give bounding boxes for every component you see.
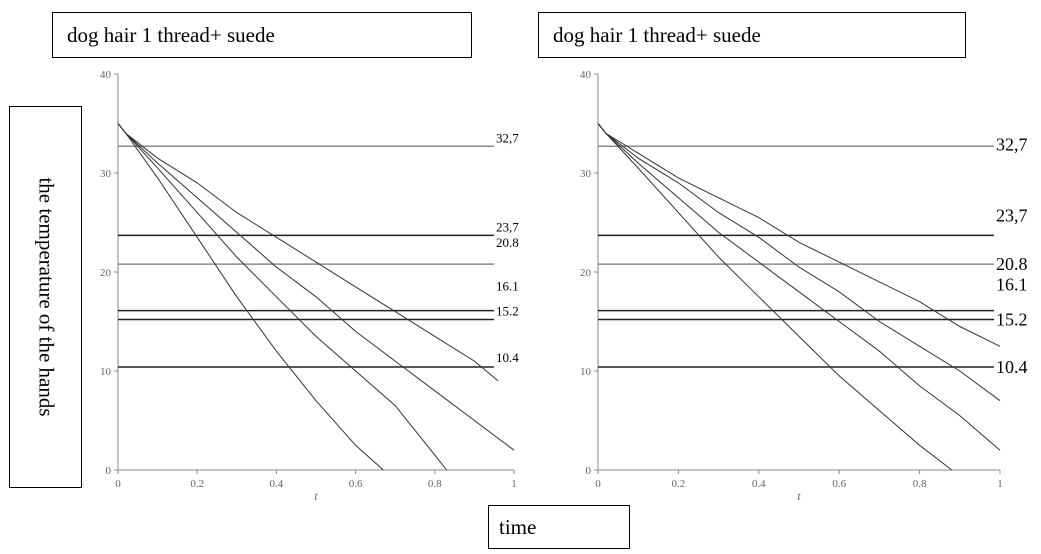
reference-line-label: 23,7 [496, 219, 519, 234]
x-tick-label: 0.6 [349, 478, 363, 490]
x-tick-label: 0.2 [672, 478, 686, 490]
y-tick-label: 20 [580, 267, 592, 279]
x-tick-label: 1 [997, 478, 1003, 490]
y-tick-label: 40 [100, 69, 112, 81]
y-axis-label-box: the temperature of the hands [9, 106, 82, 488]
reference-line-label: 16.1 [996, 275, 1028, 295]
x-tick-label: 0.6 [832, 478, 846, 490]
reference-line-label: 16.1 [496, 279, 519, 294]
chart-right: 0 10 20 30 40 0 0.2 0.4 0.6 0.8 1 t 32,7 23,7 20.816.1… [580, 69, 1028, 503]
y-tick-label: 40 [580, 69, 592, 81]
x-tick-label: 0 [595, 478, 601, 490]
series-line-1 [597, 123, 953, 471]
series-line-2 [597, 123, 1001, 451]
series-line-4 [597, 123, 1001, 347]
y-tick-label: 10 [100, 366, 112, 378]
x-tick-label: 0 [115, 478, 121, 490]
y-axis-label: the temperature of the hands [34, 177, 58, 417]
reference-line-label: 15.2 [996, 310, 1028, 330]
chart-title-left: dog hair 1 thread+ suede [52, 12, 472, 58]
reference-line-label: 10.4 [496, 350, 519, 365]
y-tick-label: 0 [586, 465, 592, 477]
reference-line-label: 32,7 [996, 134, 1028, 154]
series-line-2 [117, 123, 448, 471]
x-axis-letter: t [314, 489, 318, 503]
y-tick-label: 30 [100, 168, 112, 180]
chart-left: 0 10 20 30 40 0 0.2 0.4 0.6 0.8 1 t 32,7 23,720.8 16.1… [100, 69, 519, 503]
x-axis-letter: t [797, 489, 801, 503]
reference-line-label: 15.2 [496, 304, 519, 319]
x-tick-label: 0.4 [270, 478, 284, 490]
x-tick-label: 1 [511, 478, 517, 490]
x-tick-label: 0.8 [428, 478, 442, 490]
y-tick-label: 0 [106, 465, 112, 477]
x-axis-label-box: time [488, 505, 630, 549]
reference-line-label: 10.4 [996, 357, 1028, 377]
y-tick-label: 10 [580, 366, 592, 378]
reference-line-label: 20.8 [496, 235, 519, 250]
series-line-3 [117, 123, 515, 451]
reference-line-label: 20.8 [996, 254, 1028, 274]
x-tick-label: 0.8 [913, 478, 927, 490]
x-tick-label: 0.4 [752, 478, 766, 490]
y-tick-label: 20 [100, 267, 112, 279]
series-line-4 [117, 123, 499, 382]
series-line-1 [117, 123, 384, 471]
y-tick-label: 30 [580, 168, 592, 180]
chart-title-right: dog hair 1 thread+ suede [538, 12, 966, 58]
reference-line-label: 32,7 [496, 130, 519, 145]
x-tick-label: 0.2 [190, 478, 204, 490]
reference-line-label: 23,7 [996, 205, 1028, 225]
series-line-3 [597, 123, 1001, 402]
